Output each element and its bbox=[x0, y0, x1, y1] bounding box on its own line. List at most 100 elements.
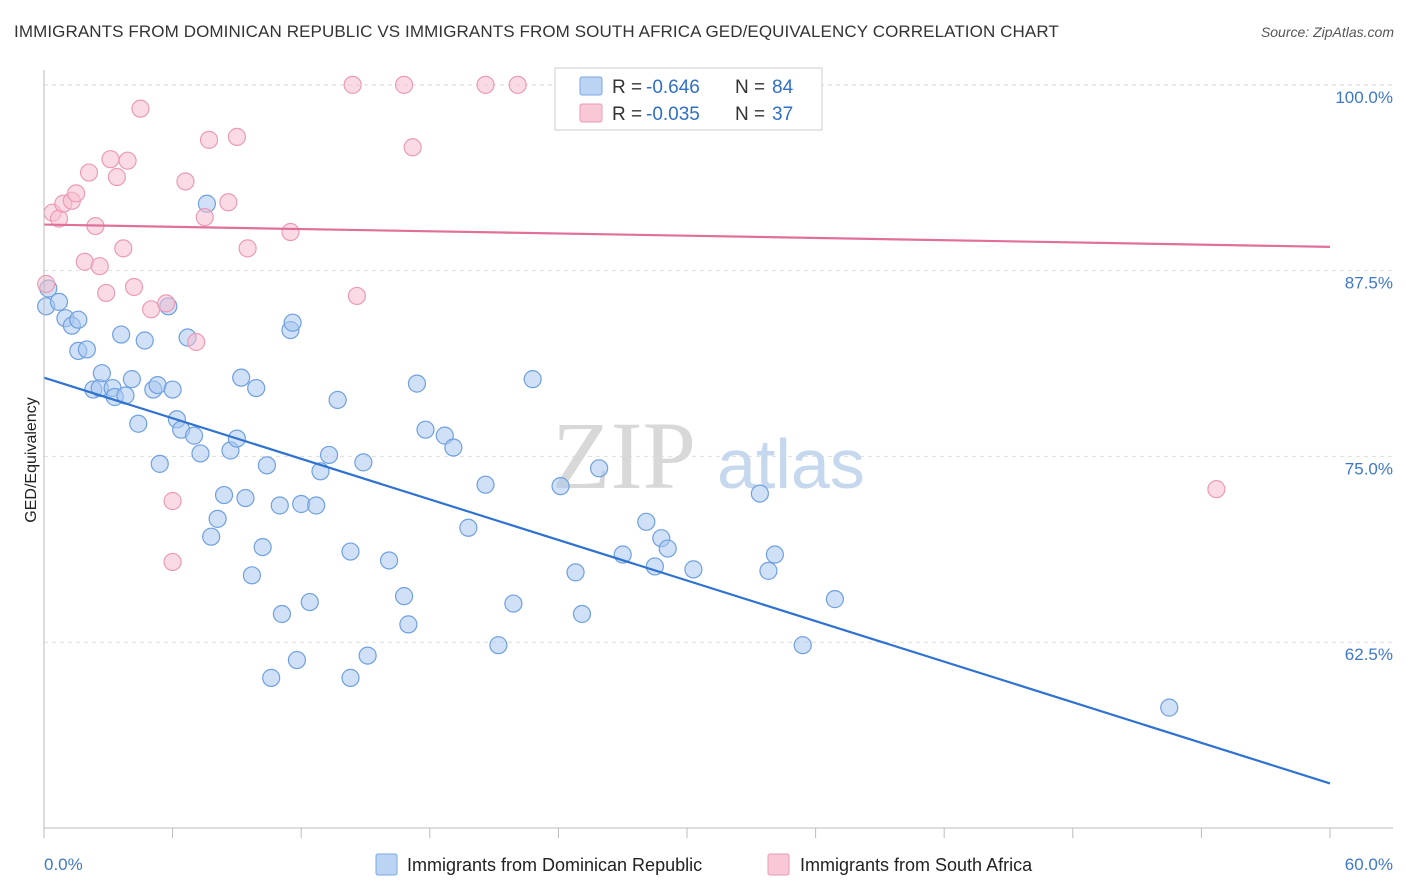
point-dominican-64 bbox=[504, 594, 523, 613]
point-dominican-76 bbox=[750, 484, 769, 503]
point-south-africa-5 bbox=[67, 184, 86, 203]
point-dominican-49 bbox=[328, 390, 347, 410]
point-dominican-14 bbox=[129, 414, 148, 433]
point-south-africa-36 bbox=[1207, 480, 1226, 499]
point-dominican-81 bbox=[1160, 698, 1179, 717]
point-dominican-58 bbox=[416, 420, 435, 439]
point-dominican-42 bbox=[283, 313, 302, 332]
point-south-africa-25 bbox=[219, 193, 238, 212]
gridlines bbox=[44, 84, 1393, 643]
point-south-africa-13 bbox=[114, 239, 133, 258]
point-dominican-40 bbox=[272, 604, 292, 624]
point-dominican-65 bbox=[523, 370, 542, 389]
point-dominican-24 bbox=[184, 426, 204, 445]
point-dominican-45 bbox=[300, 592, 319, 612]
point-south-africa-16 bbox=[131, 99, 150, 118]
legend-r-label-2: R = bbox=[612, 104, 642, 125]
y-tick-label-0: 100.0% bbox=[1335, 88, 1393, 107]
series-label-south-africa: Immigrants from South Africa bbox=[800, 855, 1033, 875]
point-dominican-63 bbox=[489, 636, 508, 655]
point-dominican-61 bbox=[459, 518, 478, 537]
y-tick-label-3: 62.5% bbox=[1345, 645, 1393, 664]
point-dominican-39 bbox=[270, 496, 289, 515]
trend-line-dominican bbox=[43, 376, 1331, 785]
point-dominican-62 bbox=[476, 475, 495, 494]
point-dominican-29 bbox=[214, 485, 234, 505]
point-dominican-60 bbox=[444, 438, 463, 457]
legend-r-value-2: -0.035 bbox=[646, 104, 700, 125]
point-dominican-75 bbox=[684, 560, 703, 579]
legend-r-label-1: R = bbox=[612, 77, 642, 98]
point-dominican-32 bbox=[232, 368, 251, 387]
point-south-africa-26 bbox=[227, 127, 246, 146]
legend-n-label-1: N = bbox=[735, 77, 765, 98]
point-dominican-15 bbox=[135, 331, 154, 350]
x-tick-label-min: 0.0% bbox=[44, 855, 83, 874]
point-dominican-48 bbox=[319, 445, 339, 465]
legend-n-label-2: N = bbox=[735, 104, 765, 125]
point-dominican-67 bbox=[566, 563, 585, 582]
y-axis-label: GED/Equivalency bbox=[23, 397, 40, 522]
point-dominican-43 bbox=[287, 650, 307, 670]
point-dominican-77 bbox=[759, 561, 778, 580]
series-swatch-south-africa bbox=[767, 853, 790, 876]
series-legend: Immigrants from Dominican Republic Immig… bbox=[375, 853, 1033, 876]
point-dominican-12 bbox=[112, 325, 131, 344]
point-south-africa-24 bbox=[199, 130, 219, 149]
point-dominican-35 bbox=[247, 378, 266, 398]
point-south-africa-33 bbox=[476, 75, 495, 94]
point-south-africa-11 bbox=[101, 150, 120, 169]
point-south-africa-15 bbox=[124, 277, 144, 297]
point-dominican-66 bbox=[551, 477, 570, 496]
point-dominican-79 bbox=[793, 636, 812, 655]
point-dominican-71 bbox=[637, 512, 656, 531]
point-south-africa-22 bbox=[187, 332, 206, 352]
point-dominican-1 bbox=[49, 292, 69, 311]
point-south-africa-14 bbox=[118, 151, 137, 170]
point-dominican-46 bbox=[307, 496, 326, 515]
legend-n-value-1: 84 bbox=[772, 77, 794, 98]
point-dominican-69 bbox=[590, 459, 609, 478]
point-south-africa-6 bbox=[75, 252, 94, 271]
axes bbox=[43, 70, 1393, 838]
legend-r-value-1: -0.646 bbox=[646, 77, 700, 98]
point-dominican-25 bbox=[191, 444, 210, 463]
point-dominican-78 bbox=[765, 545, 784, 564]
point-dominican-56 bbox=[399, 615, 418, 634]
point-dominican-53 bbox=[358, 646, 377, 665]
point-dominican-28 bbox=[208, 509, 227, 528]
point-dominican-55 bbox=[394, 587, 414, 606]
point-dominican-5 bbox=[77, 340, 96, 359]
point-south-africa-21 bbox=[176, 172, 195, 191]
point-dominican-51 bbox=[341, 668, 360, 687]
point-dominican-33 bbox=[236, 488, 255, 508]
point-south-africa-23 bbox=[195, 208, 214, 227]
point-dominican-36 bbox=[253, 537, 272, 557]
point-south-africa-9 bbox=[90, 257, 109, 276]
point-south-africa-12 bbox=[107, 167, 126, 187]
trend-lines bbox=[43, 223, 1331, 785]
point-dominican-44 bbox=[292, 494, 311, 514]
legend-swatch-pink bbox=[579, 103, 603, 123]
watermark-atlas: atlas bbox=[717, 425, 865, 503]
point-dominican-37 bbox=[257, 456, 277, 475]
point-south-africa-29 bbox=[343, 75, 362, 94]
point-dominican-13 bbox=[122, 370, 141, 389]
point-dominican-80 bbox=[825, 590, 844, 609]
legend-swatch-blue bbox=[579, 76, 603, 96]
watermark-zip: ZIP bbox=[552, 402, 696, 509]
point-dominican-27 bbox=[202, 527, 221, 546]
point-south-africa-10 bbox=[97, 283, 116, 303]
point-south-africa-19 bbox=[163, 491, 182, 511]
point-south-africa-31 bbox=[394, 75, 414, 94]
y-tick-label-2: 75.0% bbox=[1345, 459, 1393, 478]
point-south-africa-7 bbox=[79, 163, 99, 182]
point-dominican-20 bbox=[163, 380, 182, 399]
point-dominican-8 bbox=[92, 364, 111, 383]
chart-title: IMMIGRANTS FROM DOMINICAN REPUBLIC VS IM… bbox=[14, 22, 1059, 41]
series-label-dominican: Immigrants from Dominican Republic bbox=[407, 855, 702, 875]
point-dominican-18 bbox=[150, 454, 169, 473]
correlation-legend: R = -0.646 N = 84 R = -0.035 N = 37 bbox=[554, 67, 823, 131]
point-dominican-68 bbox=[572, 604, 592, 624]
